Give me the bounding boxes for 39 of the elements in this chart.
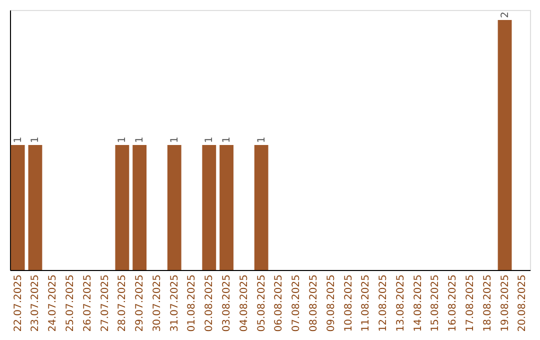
x-tick-label: 31.07.2025: [169, 274, 180, 332]
x-tick-label: 25.07.2025: [65, 274, 76, 332]
x-tick-label: 08.08.2025: [308, 274, 320, 332]
x-tick-label: 14.08.2025: [412, 274, 424, 332]
x-tick-label: 19.08.2025: [500, 274, 511, 332]
data-label: 1: [204, 136, 216, 143]
data-label: 1: [12, 136, 24, 143]
x-tick-label: 03.08.2025: [222, 274, 233, 332]
x-tick-label: 12.08.2025: [378, 274, 390, 332]
x-tick-label: 06.08.2025: [274, 274, 285, 332]
x-tick-label: 30.07.2025: [152, 274, 163, 332]
x-tick-label: 27.07.2025: [100, 274, 111, 332]
x-tick-label: 26.07.2025: [82, 274, 94, 332]
x-tick-label: 17.08.2025: [465, 274, 476, 332]
data-label: 1: [222, 136, 233, 143]
x-tick-label: 23.07.2025: [30, 274, 42, 332]
data-label: 1: [134, 136, 146, 143]
data-label: 1: [169, 136, 180, 143]
x-tick-label: 11.08.2025: [360, 274, 372, 332]
data-label: 1: [117, 136, 128, 143]
x-tick-label: 13.08.2025: [395, 274, 406, 332]
x-tick-label: 15.08.2025: [430, 274, 442, 332]
data-label: 2: [500, 12, 511, 18]
x-tick-label: 16.08.2025: [448, 274, 459, 332]
x-tick-label: 28.07.2025: [117, 274, 128, 332]
x-tick-label: 07.08.2025: [291, 274, 302, 332]
x-tick-label: 05.08.2025: [256, 274, 268, 332]
x-tick-label: 09.08.2025: [326, 274, 337, 332]
x-tick-label: 18.08.2025: [482, 274, 494, 332]
data-label: 1: [30, 136, 42, 143]
x-tick-label: 02.08.2025: [204, 274, 216, 332]
x-tick-label: 04.08.2025: [238, 274, 250, 332]
x-tick-label: 20.08.2025: [517, 274, 528, 332]
x-tick-label: 22.07.2025: [12, 274, 24, 332]
x-tick-label: 24.07.2025: [48, 274, 59, 332]
x-tick-label: 01.08.2025: [186, 274, 198, 332]
x-tick-label: 10.08.2025: [343, 274, 354, 332]
data-label: 1: [256, 136, 268, 143]
x-tick-label: 29.07.2025: [134, 274, 146, 332]
